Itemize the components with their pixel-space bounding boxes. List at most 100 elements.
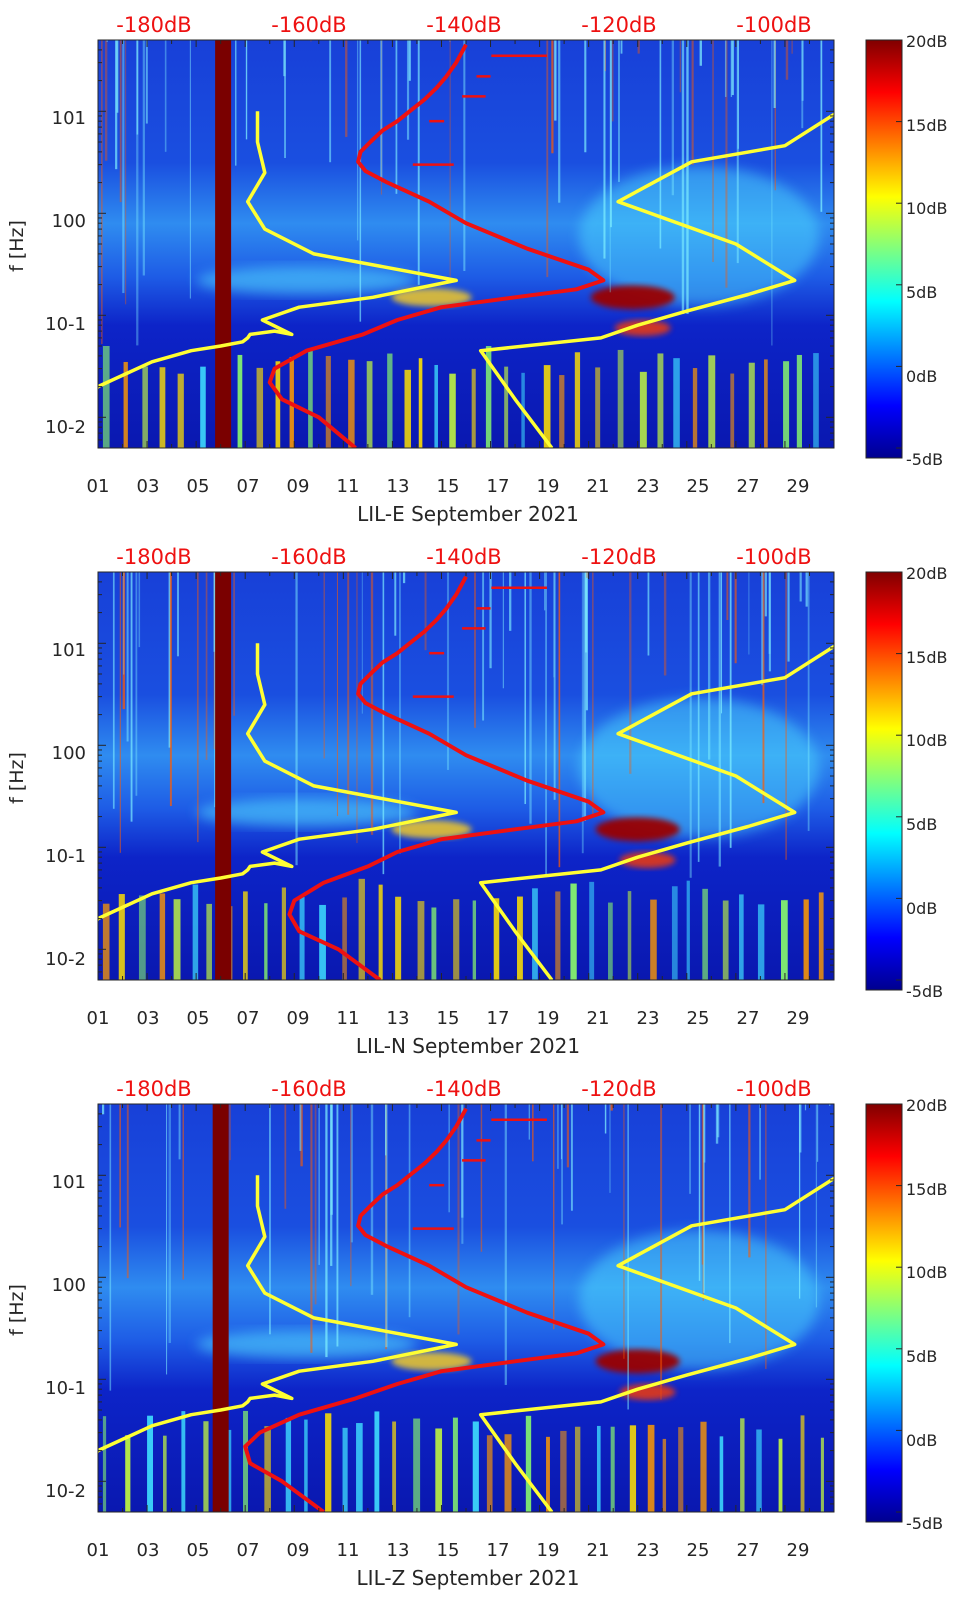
- transient-spike: [566, 1104, 569, 1168]
- colorbar-ramp: [865, 39, 903, 459]
- transient-spike: [446, 572, 450, 770]
- low-frequency-band: [181, 1411, 186, 1512]
- x-tick-label: 09: [287, 476, 310, 497]
- x-tick-label: 15: [437, 476, 460, 497]
- transient-spike: [761, 572, 764, 686]
- x-tick-label: 03: [137, 1540, 160, 1561]
- low-frequency-band: [374, 1411, 380, 1512]
- transient-spike: [104, 40, 108, 161]
- transient-spike: [406, 40, 410, 140]
- x-tick-label: 11: [337, 1540, 360, 1561]
- x-tick-label: 11: [337, 476, 360, 497]
- noise-model-high-curve: [478, 112, 834, 448]
- colorbar: 20dB 15dB 10dB 5dB 0dB -5dB: [865, 1096, 948, 1533]
- transient-spike: [448, 1104, 450, 1213]
- low-frequency-band: [796, 354, 802, 448]
- microseism-band: [391, 288, 472, 307]
- low-frequency-band: [142, 366, 148, 448]
- low-frequency-band: [748, 362, 755, 448]
- x-axis-label: LIL-Z September 2021: [357, 1566, 580, 1590]
- transient-spike: [176, 572, 180, 657]
- transient-spike: [712, 40, 714, 262]
- colorbar: 20dB 15dB 10dB 5dB 0dB -5dB: [865, 32, 948, 469]
- transient-spike: [336, 572, 338, 817]
- low-frequency-band: [673, 358, 680, 448]
- low-frequency-band: [138, 895, 146, 980]
- low-frequency-band: [226, 1429, 232, 1512]
- colorbar-tick-label: 0dB: [906, 899, 937, 918]
- low-frequency-band: [757, 904, 765, 980]
- transient-spike: [182, 1104, 184, 1280]
- transient-spike: [424, 572, 427, 651]
- transient-spike: [691, 40, 694, 165]
- low-frequency-band: [608, 902, 613, 980]
- transient-spike: [799, 1104, 802, 1153]
- transient-spike: [773, 40, 776, 108]
- top-tick-label: -100dB: [736, 1077, 811, 1101]
- x-tick-label: 27: [737, 1008, 760, 1029]
- x-tick-label: 01: [87, 1540, 110, 1561]
- transient-spike: [551, 40, 554, 154]
- y-tick-label: 100: [52, 743, 86, 764]
- transient-spike: [119, 1104, 121, 1228]
- transient-spike: [799, 572, 802, 602]
- transient-spike: [731, 40, 734, 96]
- storm-hot-spot: [595, 817, 680, 842]
- low-frequency-band: [629, 1425, 637, 1512]
- storm-hot-spot: [619, 1384, 676, 1401]
- transient-spike: [729, 1104, 731, 1344]
- transient-spike: [524, 572, 527, 805]
- transient-spike: [402, 572, 406, 584]
- low-frequency-band: [264, 1426, 271, 1512]
- transient-spike: [620, 40, 623, 54]
- low-frequency-band: [730, 373, 735, 448]
- transient-spike: [707, 572, 711, 760]
- low-frequency-band: [356, 1423, 363, 1512]
- low-frequency-band: [243, 891, 248, 980]
- x-tick-label: 23: [637, 476, 660, 497]
- top-tick-label: -180dB: [116, 545, 191, 569]
- colorbar-tick-label: 10dB: [906, 199, 948, 218]
- transient-spike: [145, 40, 148, 124]
- low-frequency-band: [708, 355, 716, 448]
- transient-spike: [801, 40, 804, 101]
- y-tick-label: 10-1: [45, 846, 86, 867]
- transient-spike: [768, 572, 771, 672]
- low-frequency-band: [756, 1429, 762, 1512]
- transient-spike: [119, 40, 122, 203]
- transient-spike: [119, 572, 121, 853]
- low-frequency-band: [206, 903, 212, 980]
- low-frequency-band: [560, 1430, 567, 1512]
- y-axis-label: f [Hz]: [6, 220, 28, 272]
- transient-spike: [101, 40, 103, 345]
- colorbar-tick-label: 20dB: [906, 32, 948, 51]
- transient-spike: [807, 572, 810, 831]
- low-frequency-band: [453, 899, 460, 980]
- colorbar-ramp: [865, 1103, 903, 1523]
- transient-spike: [299, 1104, 302, 1151]
- low-frequency-band: [662, 1438, 667, 1512]
- top-tick-label: -120dB: [581, 13, 656, 37]
- low-frequency-band: [123, 361, 128, 448]
- y-tick-label: 10-1: [45, 314, 86, 335]
- storm-hot-spot: [590, 285, 675, 310]
- low-frequency-band: [449, 373, 456, 448]
- transient-spike: [785, 40, 789, 80]
- storm-hot-spot: [614, 320, 671, 337]
- transient-spike: [295, 572, 298, 866]
- x-axis-label: LIL-N September 2021: [356, 1034, 580, 1058]
- colorbar-tick-label: 5dB: [906, 283, 937, 302]
- colorbar-tick-label: -5dB: [906, 1514, 943, 1533]
- transient-spike: [610, 1104, 613, 1111]
- low-frequency-band: [650, 899, 657, 980]
- transient-spike: [116, 40, 119, 113]
- y-tick-label: 101: [52, 108, 86, 129]
- x-tick-label: 13: [387, 476, 410, 497]
- top-tick-label: -120dB: [581, 1077, 656, 1101]
- transient-spike: [233, 572, 235, 716]
- low-frequency-band: [118, 894, 125, 980]
- low-frequency-band: [147, 1415, 154, 1512]
- microseism-band: [391, 820, 472, 839]
- low-frequency-band: [719, 1436, 724, 1512]
- top-tick-label: -180dB: [116, 13, 191, 37]
